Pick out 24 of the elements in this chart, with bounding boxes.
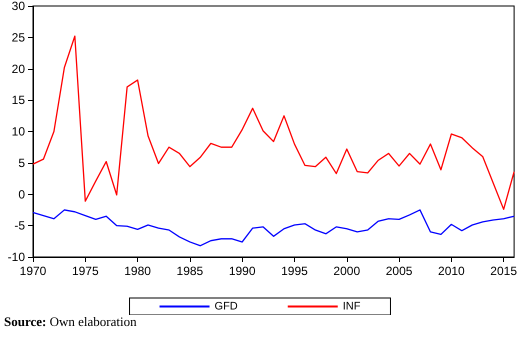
source-note: Source: Own elaboration: [4, 314, 137, 330]
x-tick-label: 1980: [124, 264, 152, 278]
y-tick-label: -10: [8, 250, 26, 264]
y-tick-label: 5: [18, 156, 26, 170]
y-tick-label: 30: [12, 0, 26, 13]
x-tick-label: 1985: [176, 264, 204, 278]
x-tick-label: 2015: [490, 264, 518, 278]
x-tick-label: 2000: [333, 264, 360, 278]
y-tick-label: 0: [18, 187, 26, 202]
y-tick-label: 20: [12, 62, 26, 76]
legend-label: INF: [342, 300, 361, 312]
line-series: [32, 209, 515, 246]
line-series: [32, 35, 515, 210]
x-tick-label: 1990: [228, 264, 256, 278]
y-tick-label: 15: [12, 93, 26, 108]
x-tick-label: 1995: [281, 264, 308, 278]
x-tick-label: 2005: [386, 264, 413, 278]
y-tick-label: 25: [12, 30, 26, 44]
x-tick-label: 1975: [72, 264, 99, 278]
y-tick-label: 10: [12, 124, 26, 138]
legend-label: GFD: [214, 300, 238, 312]
x-tick-label: 2010: [438, 264, 466, 278]
y-tick-label: -5: [14, 218, 26, 233]
x-tick-label: 1970: [20, 264, 47, 278]
